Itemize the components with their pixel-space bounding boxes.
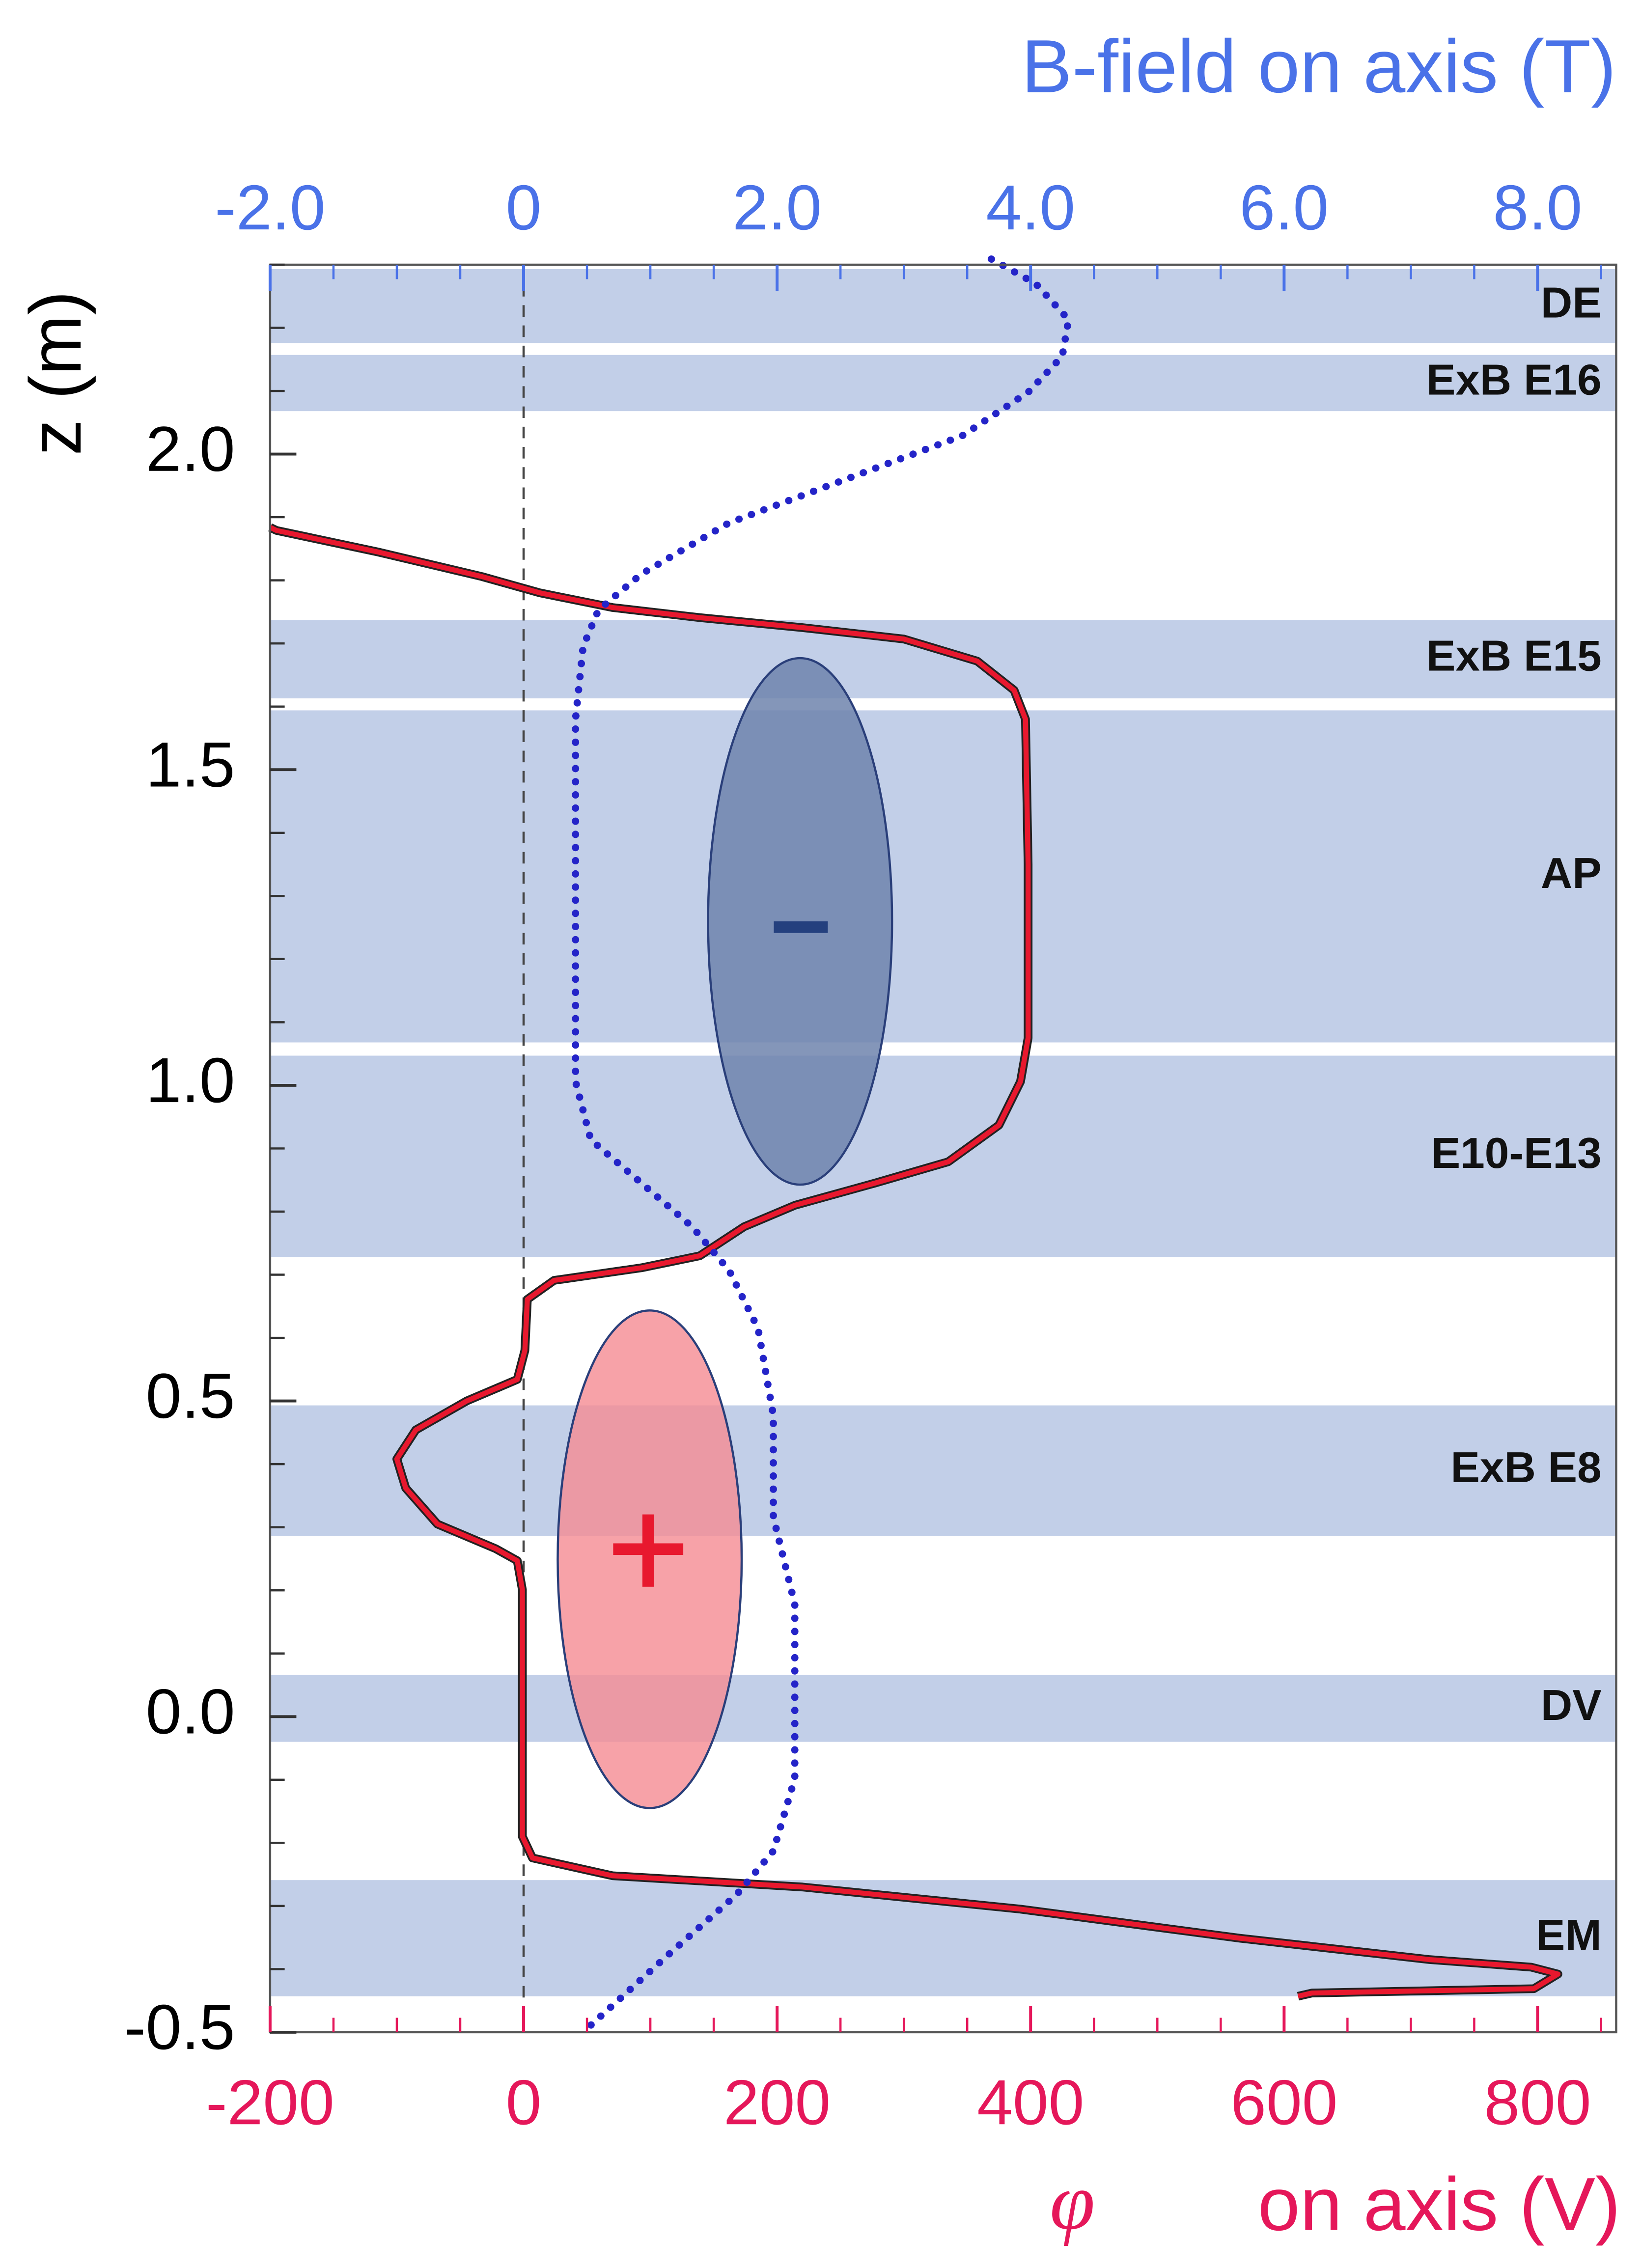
b-field-curve xyxy=(572,255,1073,2029)
y-tick-label: 0.5 xyxy=(146,1360,235,1431)
band-label: ExB E16 xyxy=(1426,356,1602,404)
potential-curve xyxy=(269,525,1561,1999)
x2-tick-label: 4.0 xyxy=(986,172,1075,243)
axes: -0.5 0.0 0.5 1.0 1.5 2.0 -200 0 200 400 600 800 -2.0… xyxy=(124,172,1602,2138)
y-axis-title: z (m) xyxy=(15,291,96,455)
x-tick-label: 400 xyxy=(977,2067,1084,2138)
band-label: EM xyxy=(1536,1910,1602,1959)
band xyxy=(270,710,1616,1043)
band-label: E10-E13 xyxy=(1431,1129,1602,1177)
x-tick-label: 200 xyxy=(723,2067,831,2138)
x-tick-label: 0 xyxy=(506,2067,542,2138)
plot-layer xyxy=(268,255,1562,2032)
x2-tick-label: 6.0 xyxy=(1239,172,1329,243)
minus-sign xyxy=(774,921,828,933)
band xyxy=(270,1055,1616,1257)
x-tick-label: 800 xyxy=(1484,2067,1591,2138)
band-label: ExB E15 xyxy=(1426,632,1602,680)
band-label: DV xyxy=(1541,1681,1602,1729)
y-tick-label: -0.5 xyxy=(124,1991,235,2063)
x-axis-title: on axis (V) xyxy=(1258,2162,1621,2246)
y-tick-label: 2.0 xyxy=(146,413,235,484)
band-label: DE xyxy=(1541,278,1602,327)
y-tick-label: 1.0 xyxy=(146,1045,235,1116)
x-tick-label: -200 xyxy=(206,2067,334,2138)
y-tick-label: 1.5 xyxy=(146,729,235,800)
top-axis-title: B-field on axis (T) xyxy=(1021,24,1616,108)
band xyxy=(270,620,1616,698)
x2-tick-label: 2.0 xyxy=(732,172,822,243)
band-label: AP xyxy=(1541,849,1602,897)
plus-sign-v xyxy=(642,1514,654,1587)
x2-tick-label: 0 xyxy=(506,172,542,243)
band xyxy=(270,1675,1616,1742)
band xyxy=(270,269,1616,343)
band xyxy=(270,1405,1616,1536)
x2-tick-label: -2.0 xyxy=(215,172,325,243)
x2-tick-label: 8.0 xyxy=(1493,172,1583,243)
y-tick-label: 0.0 xyxy=(146,1676,235,1747)
ellipses xyxy=(556,657,893,1809)
x-tick-label: 600 xyxy=(1230,2067,1337,2138)
band-label: ExB E8 xyxy=(1450,1443,1601,1492)
bands: DE ExB E16 ExB E15 AP E10-E13 ExB E8 DV EM xyxy=(270,269,1616,1996)
x-axis-symbol: φ xyxy=(1050,2157,1095,2246)
band xyxy=(270,355,1616,412)
